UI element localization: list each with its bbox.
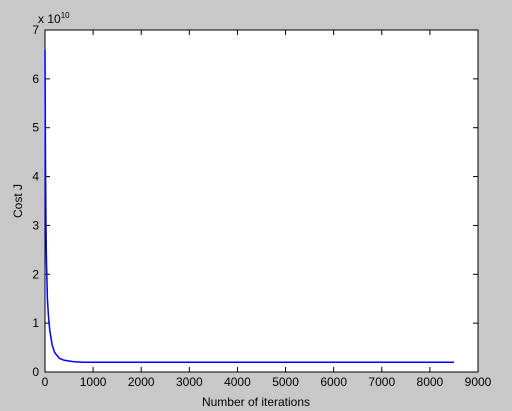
y-tick-label: 2: [32, 267, 39, 281]
x-tick-label: 7000: [368, 375, 395, 389]
y-tick-label: 6: [32, 72, 39, 86]
x-tick-label: 1000: [80, 375, 107, 389]
y-tick-label: 1: [32, 316, 39, 330]
y-tick-label: 7: [32, 23, 39, 37]
y-multiplier-base: x 10: [38, 12, 61, 26]
y-axis-label: Cost J: [11, 184, 25, 218]
line-series: [44, 49, 454, 363]
x-tick-label: 4000: [224, 375, 251, 389]
x-tick-label: 3000: [176, 375, 203, 389]
x-tick-label: 9000: [465, 375, 492, 389]
axes-box: [44, 29, 479, 373]
y-multiplier: x 1010: [38, 11, 70, 26]
y-tick-label: 0: [32, 365, 39, 379]
x-axis-label: Number of iterations: [202, 395, 310, 409]
x-tick-label: 2000: [128, 375, 155, 389]
x-tick-label: 0: [42, 375, 49, 389]
x-tick-label: 8000: [417, 375, 444, 389]
x-tick-label: 6000: [320, 375, 347, 389]
y-multiplier-exponent: 10: [61, 11, 70, 20]
y-tick-label: 4: [32, 170, 39, 184]
y-tick-label: 5: [32, 121, 39, 135]
y-tick-label: 3: [32, 218, 39, 232]
x-tick-label: 5000: [272, 375, 299, 389]
